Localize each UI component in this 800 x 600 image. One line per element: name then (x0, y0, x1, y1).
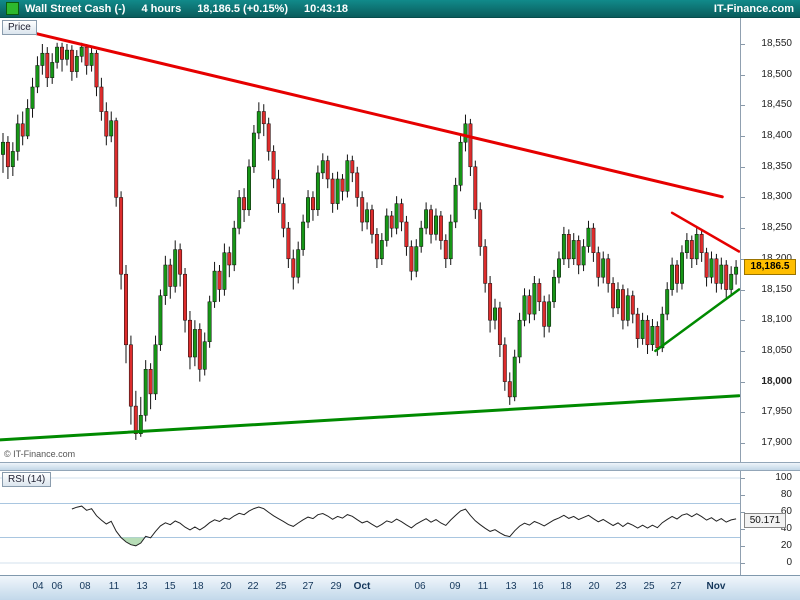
price-axis-tick: 18,550 (761, 38, 792, 49)
axis-tick-mark (741, 197, 745, 199)
price-axis-tick: 18,500 (761, 68, 792, 80)
price-axis-tick: 18,350 (761, 160, 792, 172)
rsi-axis-tick: 20 (780, 540, 792, 551)
trendline-resistance-major[interactable] (26, 30, 724, 199)
tab-rsi[interactable]: RSI (14) (2, 472, 52, 487)
axis-tick-mark (741, 512, 745, 513)
quote-label: 18,186.5 (+0.15%) (197, 2, 289, 15)
time-axis-tick: 04 (32, 581, 44, 592)
brand-label: IT-Finance.com (713, 2, 794, 15)
rsi-value-badge: 50.171 (744, 513, 786, 529)
price-axis-tick: 18,200 (761, 253, 792, 264)
time-axis-tick: 06 (414, 581, 426, 592)
price-axis-tick: 18,050 (761, 344, 792, 356)
time-axis-tick: 16 (532, 581, 544, 592)
timeframe-label: 4 hours (141, 2, 182, 15)
time-axis-tick: 27 (302, 581, 314, 592)
last-price-badge: 18,186.5 (744, 259, 796, 276)
time-axis-tick: 06 (51, 581, 63, 592)
axis-tick-mark (741, 442, 745, 444)
time-axis[interactable]: 04 06 08 11 13 15 18 20 22 25 27 29 Oct 06 09 11 13 16 18 2… (0, 575, 800, 600)
price-axis-tick: 18,250 (761, 222, 792, 234)
price-axis-tick: 18,000 (761, 375, 792, 387)
price-axis-tick: 18,400 (761, 130, 792, 142)
price-axis-tick: 18,300 (761, 191, 792, 203)
time-axis-tick: 22 (247, 581, 259, 592)
time-axis-tick: Oct (353, 581, 371, 592)
axis-tick-mark (741, 495, 745, 496)
time-axis-tick: 27 (670, 581, 682, 592)
axis-tick-mark (741, 320, 745, 322)
axis-tick-mark (741, 529, 745, 530)
price-axis-tick: 18,100 (761, 314, 792, 326)
axis-tick-mark (741, 44, 745, 45)
time-axis-tick: 08 (79, 581, 91, 592)
rsi-line (71, 505, 737, 547)
price-axis-tick: 18,450 (761, 99, 792, 111)
price-axis[interactable]: 18,186.5 18,550 18,500 18,450 18,400 18,350 1… (740, 18, 800, 462)
rsi-chart-canvas[interactable] (0, 471, 740, 575)
time-axis-tick: 29 (330, 581, 342, 592)
time-axis-tick: 25 (275, 581, 287, 592)
axis-tick-mark (741, 74, 745, 76)
panel-splitter[interactable] (0, 462, 800, 471)
axis-tick-mark (741, 478, 745, 479)
time-axis-tick: 13 (136, 581, 148, 592)
instrument-name: Wall Street Cash (-) (25, 2, 126, 15)
time-axis-tick: 20 (588, 581, 600, 592)
time-axis-tick: 13 (505, 581, 517, 592)
time-axis-tick: 18 (192, 581, 204, 592)
time-axis-tick: 15 (164, 581, 176, 592)
axis-tick-mark (741, 350, 745, 352)
price-axis-tick: 17,900 (761, 436, 792, 448)
clock-label: 10:43:18 (304, 2, 349, 15)
copyright-watermark: © IT-Finance.com (4, 449, 76, 459)
axis-tick-mark (741, 166, 745, 168)
rsi-axis-tick: 100 (775, 472, 792, 483)
axis-tick-mark (741, 412, 745, 414)
time-axis-tick: 25 (643, 581, 655, 592)
time-axis-tick: Nov (706, 581, 726, 592)
axis-tick-mark (741, 258, 745, 260)
time-axis-tick: 09 (449, 581, 461, 592)
candlestick-series (1, 42, 739, 440)
price-axis-tick: 17,950 (761, 406, 792, 418)
axis-tick-mark (741, 289, 745, 291)
axis-tick-mark (741, 546, 745, 547)
trendline-support-major[interactable] (0, 394, 740, 442)
rsi-axis-tick: 60 (780, 506, 792, 517)
axis-tick-mark (741, 105, 745, 107)
rsi-axis-tick: 0 (786, 557, 792, 568)
tab-price[interactable]: Price (2, 20, 37, 35)
time-axis-tick: 11 (477, 581, 489, 592)
trendline-support-minor[interactable] (654, 288, 740, 353)
axis-tick-mark (741, 228, 745, 230)
time-axis-tick: 18 (560, 581, 572, 592)
rsi-axis-tick: 80 (780, 489, 792, 500)
trendline-resistance-minor[interactable] (670, 211, 740, 253)
title-bar: Wall Street Cash (-) 4 hours 18,186.5 (+… (0, 0, 800, 18)
price-axis-tick: 18,150 (761, 283, 792, 295)
axis-tick-mark (741, 381, 745, 383)
time-axis-tick: 11 (108, 581, 120, 592)
rsi-axis-tick: 40 (780, 523, 792, 534)
price-chart-canvas[interactable] (0, 18, 740, 462)
axis-tick-mark (741, 563, 745, 564)
time-axis-tick: 20 (220, 581, 232, 592)
rsi-axis[interactable]: 50.171 100 80 60 40 20 0 (740, 471, 800, 575)
instrument-icon (6, 2, 19, 15)
axis-tick-mark (741, 136, 745, 138)
time-axis-tick: 23 (615, 581, 627, 592)
